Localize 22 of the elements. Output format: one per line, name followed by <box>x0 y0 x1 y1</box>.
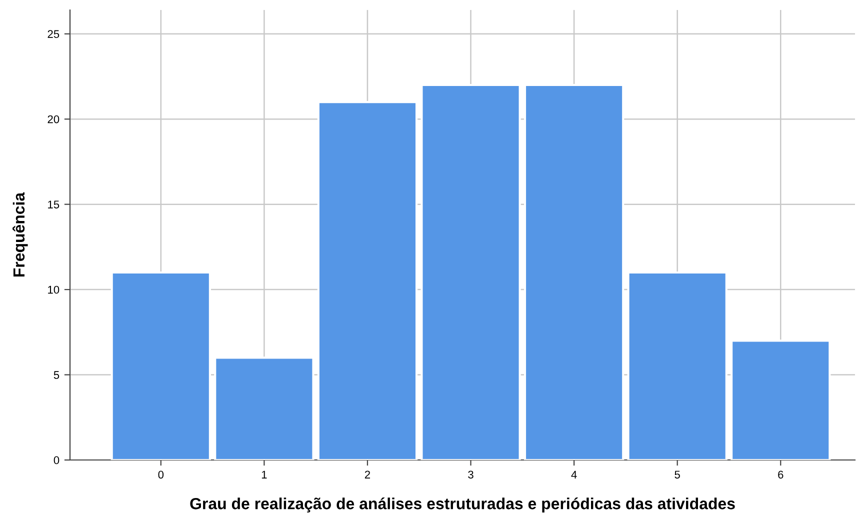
x-tick-label: 4 <box>571 470 577 478</box>
bar <box>420 84 521 460</box>
x-tick-label: 0 <box>158 470 164 479</box>
x-tick-label: 2 <box>364 470 370 478</box>
bar <box>110 271 211 460</box>
y-tick-label: 5 <box>54 371 60 379</box>
bar <box>214 356 314 460</box>
y-axis-title: Frequência <box>12 192 28 277</box>
y-tick-label: 25 <box>48 30 60 38</box>
x-tick-label: 1 <box>262 470 267 478</box>
y-tick-label: 15 <box>48 200 60 208</box>
bar <box>524 84 624 460</box>
x-tick-label: 6 <box>778 470 784 479</box>
y-tick-label: 0 <box>54 456 60 464</box>
x-tick-label: 3 <box>468 470 474 479</box>
y-tick-label: 20 <box>48 115 60 124</box>
bar <box>627 271 728 460</box>
x-axis-title: Grau de realização de análises estruturadas e periódicas das atividades <box>190 497 735 512</box>
x-tick-label: 5 <box>674 470 680 479</box>
bar <box>317 101 418 460</box>
y-tick-label: 10 <box>48 286 60 294</box>
bar <box>730 340 831 460</box>
